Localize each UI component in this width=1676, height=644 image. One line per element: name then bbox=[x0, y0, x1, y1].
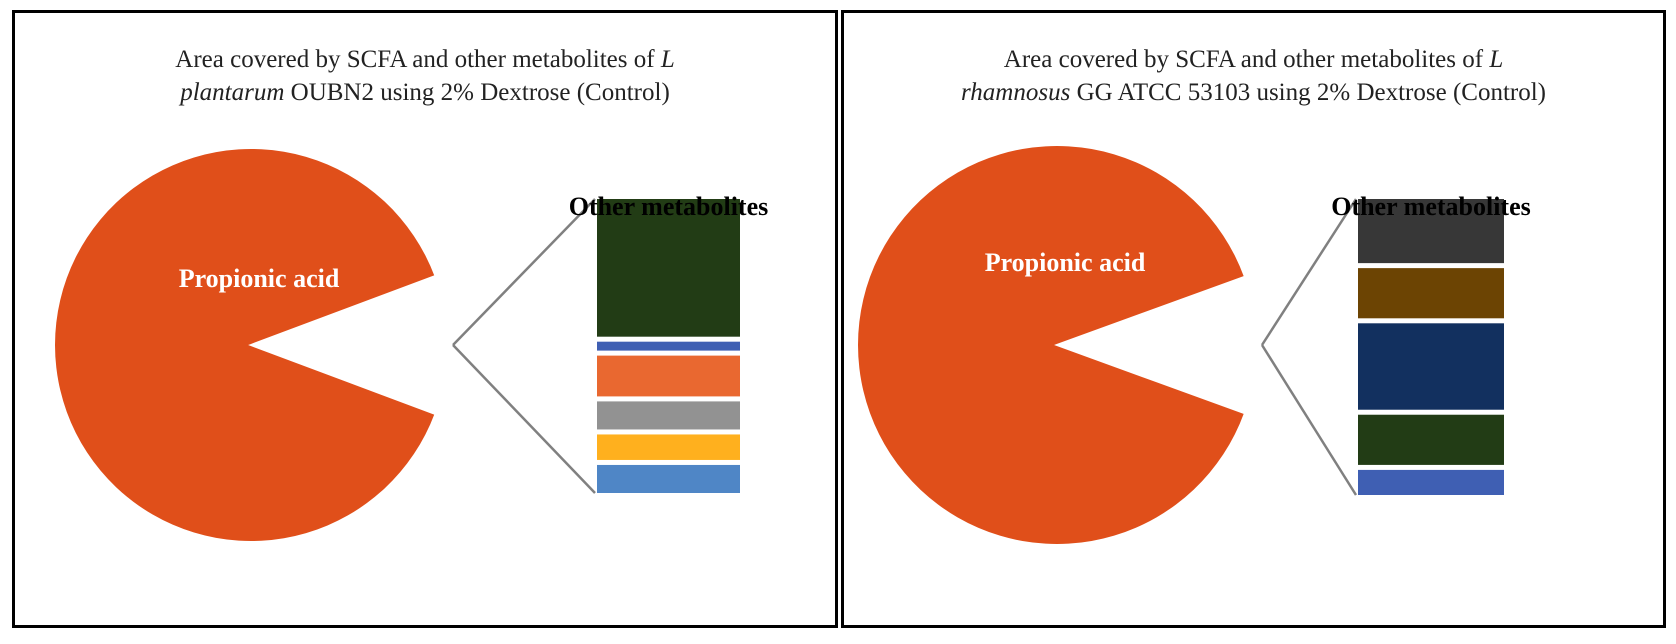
pie-slice-propionic-acid bbox=[858, 145, 1245, 544]
pie-slice-propionic-acid bbox=[54, 148, 435, 541]
title-species-abbrev: L bbox=[660, 46, 675, 73]
breakdown-label: Other metabolites bbox=[1331, 192, 1531, 221]
breakdown-bar-segment bbox=[1358, 469, 1504, 495]
slice-label-propionic-acid: Propionic acid bbox=[985, 248, 1146, 277]
breakdown-bar-segment bbox=[597, 464, 740, 493]
breakdown-bar-segment bbox=[1358, 268, 1504, 319]
title-suffix: OUBN2 using 2% Dextrose (Control) bbox=[284, 79, 670, 106]
breakdown-bar-segment bbox=[597, 199, 740, 337]
title-suffix: GG ATCC 53103 using 2% Dextrose (Control… bbox=[1070, 79, 1546, 106]
connector-line bbox=[452, 344, 596, 494]
breakdown-bar-segment bbox=[1358, 414, 1504, 465]
breakdown-bar-segment bbox=[597, 355, 740, 397]
chart-title: Area covered by SCFA and other metabolit… bbox=[934, 43, 1573, 109]
connector-line bbox=[1260, 344, 1358, 496]
pie-slice-other-metabolites bbox=[1054, 275, 1258, 415]
connector-line bbox=[1260, 198, 1358, 346]
breakdown-label: Other metabolites bbox=[569, 192, 769, 221]
title-species-abbrev: L bbox=[1489, 46, 1504, 73]
slice-label-propionic-acid: Propionic acid bbox=[179, 264, 340, 293]
chart-title: Area covered by SCFA and other metabolit… bbox=[105, 43, 745, 109]
chart-panel-rhamnosus: Area covered by SCFA and other metabolit… bbox=[841, 10, 1666, 628]
title-species-name: plantarum bbox=[180, 79, 285, 106]
bar-of-pie-chart: Other metabolites Propionic acid bbox=[54, 148, 769, 541]
breakdown-bar-segment bbox=[1358, 199, 1504, 264]
title-prefix: Area covered by SCFA and other metabolit… bbox=[175, 46, 661, 73]
chart-panel-plantarum: Area covered by SCFA and other metabolit… bbox=[12, 10, 838, 628]
breakdown-bar-segment bbox=[597, 341, 740, 351]
pie-slice-other-metabolites bbox=[248, 275, 448, 415]
connector-line bbox=[452, 198, 596, 346]
breakdown-bar-segment bbox=[597, 434, 740, 460]
title-prefix: Area covered by SCFA and other metabolit… bbox=[1003, 46, 1490, 73]
title-species-name: rhamnosus bbox=[961, 79, 1071, 106]
breakdown-bar-segment bbox=[1358, 323, 1504, 410]
breakdown-bar-segment bbox=[597, 401, 740, 430]
bar-of-pie-chart: Other metabolites Propionic acid bbox=[858, 145, 1531, 544]
